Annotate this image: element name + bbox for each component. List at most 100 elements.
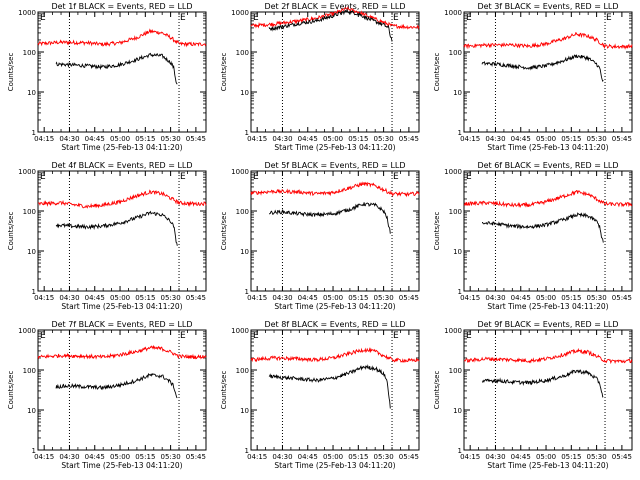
x-tick-label: 04:30 [485, 453, 505, 461]
x-axis-label: Start Time (25-Feb-13 04:11:20) [274, 302, 395, 311]
x-tick-label: 05:15 [135, 453, 155, 461]
x-tick-label: 04:15 [460, 135, 480, 143]
y-tick-label: 10 [27, 248, 36, 256]
events-series-line [482, 212, 604, 243]
y-tick-label: 1 [32, 129, 36, 137]
x-axis-label: Start Time (25-Feb-13 04:11:20) [487, 461, 608, 470]
events-series-line [481, 54, 604, 83]
x-tick-label: 05:00 [536, 294, 556, 302]
x-tick-label: 05:30 [374, 453, 394, 461]
x-axis-label: Start Time (25-Feb-13 04:11:20) [61, 143, 182, 152]
y-tick-label: 100 [23, 367, 36, 375]
x-axis-label: Start Time (25-Feb-13 04:11:20) [487, 143, 608, 152]
y-tick-label: 100 [449, 49, 462, 57]
panel-1: Det 1f BLACK = Events, RED = LLD 1 10 100 10… [7, 2, 207, 152]
x-tick-label: 05:15 [348, 453, 368, 461]
y-tick-label: 10 [453, 89, 462, 97]
lld-series-line [463, 347, 633, 365]
x-tick-label: 04:30 [59, 453, 79, 461]
panel-title: Det 2f BLACK = Events, RED = LLD [264, 2, 405, 11]
x-tick-label: 04:30 [485, 294, 505, 302]
y-tick-label: 1000 [18, 327, 36, 335]
corner-mark-left: E [466, 13, 472, 23]
y-tick-label: 1 [458, 288, 462, 296]
x-tick-label: 05:45 [399, 135, 419, 143]
lld-series-line [250, 5, 420, 30]
x-tick-label: 04:30 [272, 294, 292, 302]
x-axis-label: Start Time (25-Feb-13 04:11:20) [61, 461, 182, 470]
y-tick-label: 1 [245, 447, 249, 455]
panel-3: Det 3f BLACK = Events, RED = LLD 1 10 100 10… [433, 2, 633, 152]
y-tick-label: 1000 [231, 168, 249, 176]
y-tick-label: 100 [236, 49, 249, 57]
corner-mark-right: E [606, 172, 612, 182]
x-axis-label: Start Time (25-Feb-13 04:11:20) [274, 461, 395, 470]
y-tick-label: 1000 [444, 9, 462, 17]
panel-title: Det 6f BLACK = Events, RED = LLD [477, 161, 618, 170]
plot-frame [37, 329, 207, 451]
corner-mark-left: E [40, 172, 46, 182]
corner-mark-right: E [180, 172, 186, 182]
y-axis-label: Counts/sec [433, 371, 441, 410]
panel-6: Det 6f BLACK = Events, RED = LLD 1 10 100 10… [433, 161, 633, 311]
plot-frame [250, 329, 420, 451]
corner-mark-right: E [393, 172, 399, 182]
x-tick-label: 04:15 [247, 453, 267, 461]
plot-frame [463, 11, 633, 133]
x-tick-label: 05:15 [348, 135, 368, 143]
x-tick-label: 05:00 [323, 135, 343, 143]
x-tick-label: 05:15 [135, 135, 155, 143]
x-tick-label: 05:30 [161, 294, 181, 302]
panel-title: Det 1f BLACK = Events, RED = LLD [51, 2, 192, 11]
corner-mark-left: E [253, 331, 259, 341]
panel-title: Det 5f BLACK = Events, RED = LLD [264, 161, 405, 170]
x-tick-label: 05:45 [399, 453, 419, 461]
x-tick-label: 04:15 [247, 294, 267, 302]
panel-title: Det 7f BLACK = Events, RED = LLD [51, 320, 192, 329]
x-tick-label: 05:30 [374, 135, 394, 143]
y-tick-label: 1000 [18, 9, 36, 17]
x-tick-label: 04:45 [298, 294, 318, 302]
x-tick-label: 04:45 [511, 453, 531, 461]
y-axis-label: Counts/sec [7, 371, 15, 410]
lld-series-line [37, 344, 207, 360]
x-axis-label: Start Time (25-Feb-13 04:11:20) [274, 143, 395, 152]
x-tick-label: 04:30 [59, 294, 79, 302]
corner-mark-right: E [393, 13, 399, 23]
lld-series-line [463, 31, 633, 50]
lld-series-line [250, 181, 420, 198]
x-tick-label: 05:00 [536, 135, 556, 143]
corner-mark-right: E [606, 331, 612, 341]
y-tick-label: 1000 [444, 168, 462, 176]
y-tick-label: 10 [453, 248, 462, 256]
lld-series-line [38, 189, 207, 209]
corner-mark-right: E [393, 331, 399, 341]
events-series-line [268, 364, 391, 409]
x-tick-label: 04:15 [460, 453, 480, 461]
y-tick-label: 1000 [231, 327, 249, 335]
x-tick-label: 05:30 [587, 135, 607, 143]
panel-7: Det 7f BLACK = Events, RED = LLD 1 10 100 10… [7, 320, 207, 470]
y-tick-label: 10 [27, 407, 36, 415]
y-tick-label: 1000 [231, 9, 249, 17]
events-series-line [55, 372, 178, 399]
plot-frame [250, 170, 420, 292]
x-tick-label: 05:00 [536, 453, 556, 461]
panel-title: Det 9f BLACK = Events, RED = LLD [477, 320, 618, 329]
y-tick-label: 1000 [18, 168, 36, 176]
x-tick-label: 05:45 [186, 135, 206, 143]
y-tick-label: 10 [27, 89, 36, 97]
y-tick-label: 100 [23, 208, 36, 216]
x-tick-label: 04:30 [272, 135, 292, 143]
corner-mark-left: E [253, 13, 259, 23]
lld-series-line [37, 28, 207, 48]
x-tick-label: 05:00 [110, 135, 130, 143]
x-tick-label: 05:00 [110, 453, 130, 461]
y-tick-label: 1 [458, 129, 462, 137]
x-tick-label: 05:00 [323, 453, 343, 461]
y-tick-label: 1 [245, 129, 249, 137]
y-axis-label: Counts/sec [220, 53, 228, 92]
y-axis-label: Counts/sec [220, 371, 228, 410]
x-axis-label: Start Time (25-Feb-13 04:11:20) [487, 302, 608, 311]
